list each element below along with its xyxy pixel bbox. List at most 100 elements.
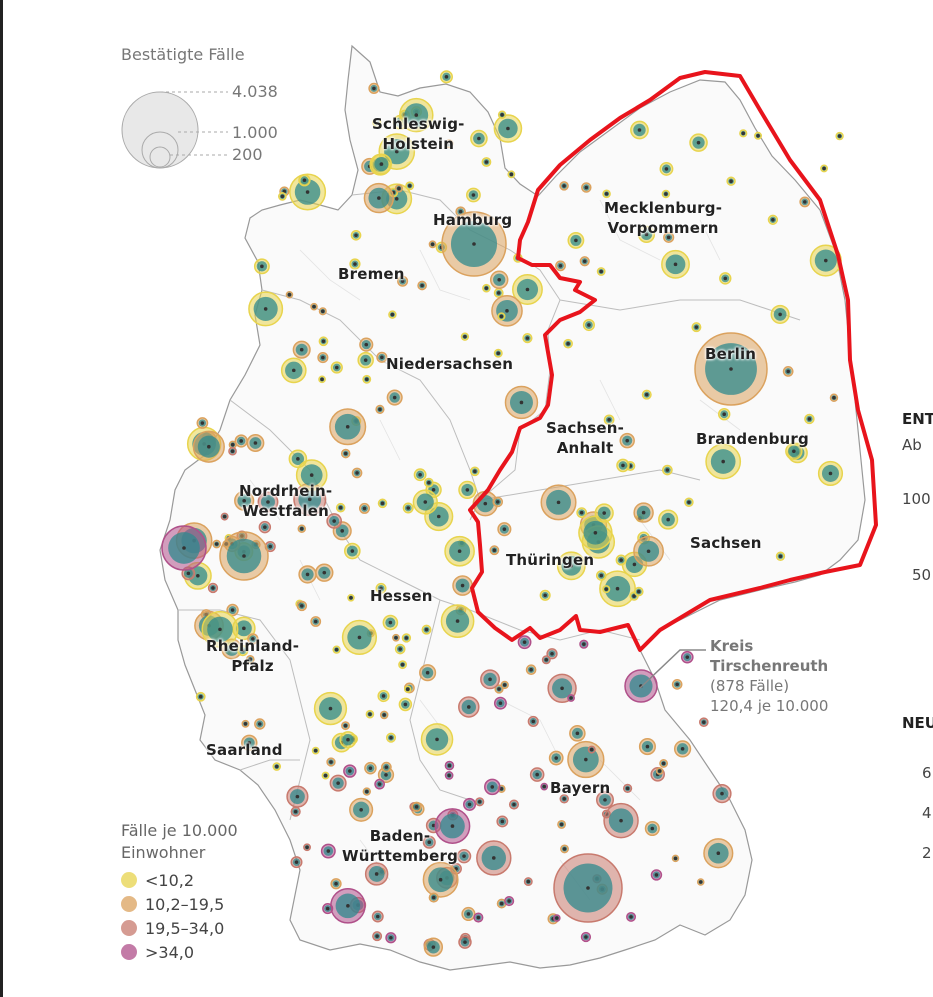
district-bubble-center (550, 651, 554, 656)
district-bubble-center (427, 840, 432, 845)
district-bubble-center (525, 336, 530, 340)
district-bubble-center (837, 134, 842, 138)
district-bubble-center (646, 549, 651, 554)
rate-legend-list: <10,2 10,2–19,5 19,5–34,0 >34,0 (121, 868, 238, 964)
state-label-line: Vorpommern (607, 219, 719, 237)
district-bubble-center (444, 75, 449, 79)
district-bubble-center (579, 510, 584, 515)
district-bubble-center (377, 782, 382, 786)
district-bubble-center (431, 487, 436, 492)
district-bubble-center (242, 626, 246, 631)
district-bubble-center (260, 264, 264, 269)
district-bubble-center (512, 802, 516, 807)
district-bubble-center (425, 670, 430, 675)
district-bubble-center (322, 570, 327, 575)
district-bubble-center (823, 258, 828, 263)
district-bubble-center (394, 635, 398, 640)
district-bubble-center (619, 558, 623, 562)
district-bubble-center (418, 472, 422, 477)
district-bubble-center (555, 916, 559, 920)
district-bubble-center (230, 449, 235, 453)
district-bubble-center (357, 635, 362, 640)
district-bubble-center (722, 412, 727, 416)
state-label-rheinland-pfalz: Rheinland- Pfalz (206, 636, 299, 676)
state-label-line: Rheinland- (206, 637, 300, 655)
district-bubble-center (582, 259, 587, 264)
district-bubble-center (665, 468, 670, 472)
district-bubble-center (721, 459, 725, 464)
district-bubble-center (803, 200, 807, 204)
district-bubble-center (313, 619, 318, 624)
district-bubble-center (556, 500, 561, 505)
district-bubble-center (294, 860, 299, 864)
district-bubble-center (268, 544, 273, 549)
district-bubble-center (359, 807, 363, 812)
district-bubble-center (502, 683, 507, 687)
state-label-saarland: Saarland (206, 741, 283, 759)
district-bubble-center (400, 662, 405, 667)
district-bubble-center (321, 355, 325, 360)
district-bubble-center (211, 586, 215, 590)
district-bubble-center (280, 194, 285, 199)
district-bubble-center (491, 856, 496, 860)
state-label-hessen: Hessen (370, 587, 433, 605)
district-bubble-center (343, 723, 348, 728)
district-bubble-center (741, 131, 746, 136)
district-bubble-center (329, 760, 333, 764)
district-bubble-center (664, 192, 668, 196)
state-label-baden-wuerttemberg: Baden- Württemberg (342, 826, 458, 866)
state-label-schleswig-holstein: Schleswig- Holstein (372, 114, 465, 154)
district-bubble-center (807, 417, 812, 421)
district-bubble-center (222, 514, 227, 519)
district-bubble-center (420, 283, 424, 288)
district-bubble-center (251, 637, 255, 641)
district-bubble-center (477, 136, 481, 141)
district-bubble-center (645, 744, 650, 749)
district-bubble-center (364, 342, 369, 347)
district-bubble-center (320, 377, 324, 382)
district-bubble-center (505, 309, 509, 313)
district-bubble-center (404, 636, 409, 640)
district-bubble-center (336, 781, 340, 785)
district-bubble-center (379, 162, 384, 166)
district-bubble-center (375, 934, 379, 938)
district-bubble-center (822, 166, 826, 171)
district-bubble-center (506, 126, 510, 131)
district-bubble-center (400, 279, 405, 283)
district-bubble-center (427, 480, 431, 485)
district-bubble-center (507, 899, 511, 903)
district-bubble-center (629, 915, 633, 919)
district-bubble-center (431, 823, 436, 828)
district-bubble-center (495, 500, 500, 504)
district-bubble-center (499, 787, 504, 791)
district-bubble-center (239, 439, 243, 443)
rate-legend-label: 19,5–34,0 (145, 918, 225, 938)
bubble-layer (161, 70, 844, 957)
district-bubble-center (560, 686, 564, 691)
rate-legend-label: <10,2 (145, 870, 195, 890)
district-bubble-center (458, 209, 463, 214)
district-bubble-center (438, 877, 443, 882)
district-bubble-center (295, 794, 300, 799)
district-bubble-center (466, 912, 471, 916)
district-bubble-center (558, 263, 563, 268)
district-bubble-center (263, 525, 267, 529)
district-bubble-center (484, 286, 489, 290)
district-bubble-center (354, 233, 358, 238)
district-bubble-center (414, 805, 419, 809)
annotation-cases: (878 Fälle) (710, 677, 790, 695)
rate-legend-item: 10,2–19,5 (121, 892, 238, 916)
district-bubble-center (502, 527, 507, 531)
district-bubble-center (477, 799, 482, 804)
state-label-line: Anhalt (556, 439, 614, 457)
rate-legend-item: <10,2 (121, 868, 238, 892)
district-bubble-center (447, 141, 451, 146)
district-bubble-hamburg-center (472, 242, 476, 246)
district-bubble-center (666, 235, 671, 240)
district-bubble-center (716, 851, 721, 856)
side-text: 6 (922, 764, 932, 782)
district-bubble-center (483, 501, 488, 506)
district-bubble-center (334, 647, 339, 652)
district-bubble-center (263, 307, 268, 311)
district-bubble-center (498, 701, 503, 705)
